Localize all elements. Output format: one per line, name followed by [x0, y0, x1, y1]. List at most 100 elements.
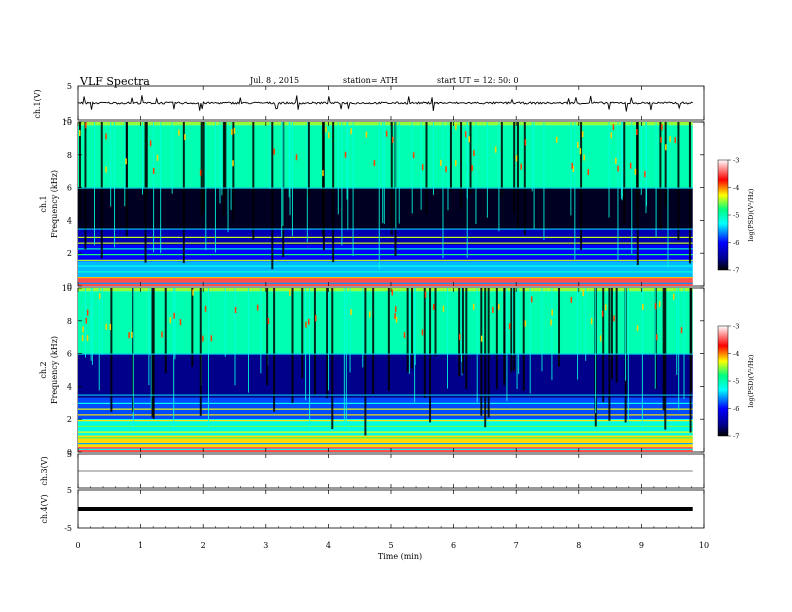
- impulse-streak: [171, 122, 173, 194]
- narrowband-line: [78, 276, 693, 279]
- impulse-streak: [498, 122, 500, 232]
- high-psd-speck: [515, 155, 518, 162]
- high-psd-speck: [660, 136, 662, 143]
- high-psd-speck: [577, 142, 579, 149]
- high-psd-speck: [617, 165, 619, 172]
- impulse-streak: [503, 288, 506, 386]
- high-psd-speck: [161, 331, 163, 338]
- impulse-streak: [487, 288, 490, 418]
- x-tick-label: 8: [576, 541, 581, 550]
- impulse-streak: [321, 122, 324, 236]
- impulse-streak: [332, 122, 335, 263]
- impulse-streak: [125, 122, 128, 188]
- impulse-streak: [516, 122, 519, 229]
- high-psd-speck: [583, 154, 585, 161]
- high-psd-speck: [473, 150, 475, 157]
- high-psd-speck: [581, 131, 584, 138]
- impulse-streak: [84, 122, 87, 250]
- impulse-streak: [646, 122, 648, 206]
- high-psd-speck: [391, 136, 394, 143]
- impulse-streak: [506, 288, 508, 402]
- y-tick-label: 6: [67, 350, 72, 359]
- narrowband-line: [78, 402, 693, 404]
- impulse-streak: [429, 288, 432, 423]
- high-psd-speck: [674, 137, 677, 144]
- high-psd-speck: [472, 303, 475, 310]
- impulse-streak: [659, 122, 662, 231]
- high-psd-speck: [642, 303, 644, 310]
- impulse-streak: [383, 122, 385, 224]
- impulse-streak: [343, 288, 345, 432]
- high-psd-speck: [644, 171, 646, 178]
- impulse-streak: [124, 122, 126, 207]
- impulse-streak: [114, 122, 116, 248]
- high-psd-speck: [385, 130, 388, 137]
- impulse-streak: [313, 288, 316, 395]
- impulse-streak: [690, 288, 693, 392]
- ch1-colorbar: -3 -4 -5 -6 -7 log(PSD)(V²/Hz): [717, 157, 755, 275]
- high-psd-speck: [85, 122, 87, 129]
- impulse-streak: [677, 122, 680, 241]
- high-psd-speck: [350, 309, 352, 316]
- impulse-streak: [182, 122, 185, 264]
- high-psd-speck: [204, 305, 207, 312]
- colorbar-tick-label: -6: [733, 239, 739, 247]
- high-psd-speck: [308, 318, 310, 325]
- high-psd-speck: [256, 304, 259, 311]
- impulse-streak: [442, 122, 444, 259]
- impulse-streak: [640, 122, 642, 195]
- impulse-streak: [199, 288, 202, 416]
- impulse-streak: [411, 288, 414, 369]
- high-psd-speck: [231, 129, 233, 136]
- high-psd-speck: [86, 309, 89, 316]
- high-psd-speck: [524, 139, 527, 146]
- y-tick-label: 2: [67, 249, 72, 258]
- impulse-streak: [142, 122, 144, 195]
- narrowband-line: [78, 248, 693, 250]
- narrowband-line: [78, 271, 693, 273]
- impulse-streak: [447, 122, 449, 211]
- impulse-streak: [395, 122, 397, 229]
- impulse-streak: [574, 122, 576, 260]
- spectrogram-band: [78, 261, 693, 278]
- impulse-streak: [664, 122, 667, 207]
- ch2-colorbar: -3 -4 -5 -6 -7 log(PSD)(V²/Hz): [717, 323, 755, 441]
- impulse-streak: [247, 288, 249, 393]
- high-psd-speck: [421, 164, 424, 171]
- x-axis-label: Time (min): [378, 552, 422, 561]
- x-tick-label: 3: [263, 541, 268, 550]
- impulse-streak: [570, 122, 572, 216]
- high-psd-speck: [587, 169, 590, 176]
- spectrogram-band: [78, 288, 693, 292]
- high-psd-speck: [305, 321, 307, 328]
- high-psd-speck: [369, 311, 371, 318]
- high-psd-speck: [82, 326, 84, 333]
- y-tick-label: 0: [67, 448, 72, 457]
- station-label: station= ATH: [343, 76, 398, 85]
- high-psd-speck: [325, 126, 327, 133]
- ch1-spectrogram-plot: [78, 122, 693, 286]
- impulse-streak: [78, 122, 81, 220]
- narrowband-line: [78, 448, 693, 450]
- high-psd-speck: [613, 315, 615, 322]
- impulse-streak: [683, 288, 685, 399]
- y-tick-label: 4: [67, 382, 72, 391]
- impulse-streak: [301, 288, 304, 379]
- high-psd-speck: [636, 128, 638, 135]
- impulse-streak: [533, 122, 535, 230]
- impulse-streak: [224, 122, 227, 198]
- high-psd-speck: [572, 166, 575, 173]
- impulse-streak: [345, 288, 347, 425]
- high-psd-speck: [458, 333, 461, 340]
- impulse-streak: [132, 288, 134, 431]
- impulse-streak: [202, 122, 205, 211]
- impulse-streak: [676, 288, 678, 375]
- high-psd-speck: [440, 159, 442, 166]
- high-psd-speck: [109, 323, 112, 330]
- impulse-streak: [309, 288, 311, 429]
- high-psd-speck: [149, 140, 152, 147]
- colorbar-tick-label: -4: [733, 350, 739, 358]
- x-tick-label: 1: [138, 541, 143, 550]
- impulse-streak: [378, 122, 380, 270]
